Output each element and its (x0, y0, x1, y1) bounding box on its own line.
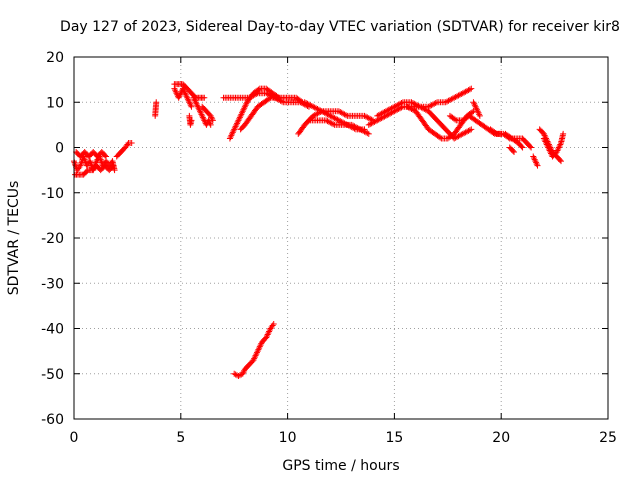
y-tick-label: -60 (41, 412, 64, 428)
data-point (476, 112, 483, 119)
data-point (188, 117, 195, 124)
data-point (437, 134, 444, 141)
x-tick-label: 20 (492, 430, 510, 446)
data-point (492, 130, 499, 137)
data-point (298, 98, 305, 105)
data-point (111, 167, 118, 174)
data-point (128, 139, 135, 146)
data-point (528, 144, 535, 151)
x-axis-label: GPS time / hours (282, 458, 399, 474)
data-point (466, 86, 473, 93)
data-point (188, 103, 195, 110)
plot-frame (73, 56, 609, 420)
y-tick-label: 10 (46, 95, 64, 111)
data-point (466, 127, 473, 134)
data-point (469, 109, 476, 116)
data-point (365, 130, 372, 137)
y-tick-label: -50 (41, 367, 64, 383)
x-tick-label: 0 (70, 430, 79, 446)
data-point (432, 100, 439, 107)
data-point (153, 99, 160, 106)
chart-title: Day 127 of 2023, Sidereal Day-to-day VTE… (60, 19, 620, 35)
data-point (398, 100, 405, 107)
data-point (534, 162, 541, 169)
data-point (255, 86, 262, 93)
grid-lines (74, 57, 608, 419)
x-tick-label: 10 (279, 430, 297, 446)
y-tick-label: -10 (41, 186, 64, 202)
data-point (209, 117, 216, 124)
data-point (110, 162, 117, 169)
data-point (236, 372, 243, 379)
data-point (468, 126, 475, 133)
x-tick-label: 5 (176, 430, 185, 446)
data-point (101, 152, 108, 159)
data-point (452, 116, 459, 123)
x-tick-label: 25 (599, 430, 617, 446)
data-point (511, 149, 518, 156)
data-point (207, 121, 214, 128)
y-tick-label: 20 (46, 50, 64, 66)
y-tick-label: 0 (55, 141, 64, 157)
data-point (527, 143, 534, 150)
data-point (201, 94, 208, 101)
data-point (556, 156, 563, 163)
data-point (266, 95, 273, 102)
data-point (558, 158, 565, 165)
data-point (342, 112, 349, 119)
y-tick-label: -40 (41, 322, 64, 338)
y-tick-label: -30 (41, 276, 64, 292)
y-axis-label: SDTVAR / TECUs (6, 181, 22, 296)
data-point (270, 320, 277, 327)
data-point (509, 147, 516, 154)
data-point (317, 107, 324, 114)
x-tick-label: 15 (385, 430, 403, 446)
data-point (330, 121, 337, 128)
data-point (468, 85, 475, 92)
data-point (232, 371, 239, 378)
data-points (71, 81, 567, 380)
data-point (109, 163, 116, 170)
y-tick-label: -20 (41, 231, 64, 247)
data-point (518, 143, 525, 150)
data-point (519, 144, 526, 151)
data-point (364, 130, 371, 137)
data-point (103, 153, 110, 160)
data-point (560, 130, 567, 137)
tick-labels: 0 5 10 15 20 25 -60 -50 -40 -30 -20 -10 0 10 20 (41, 50, 617, 446)
